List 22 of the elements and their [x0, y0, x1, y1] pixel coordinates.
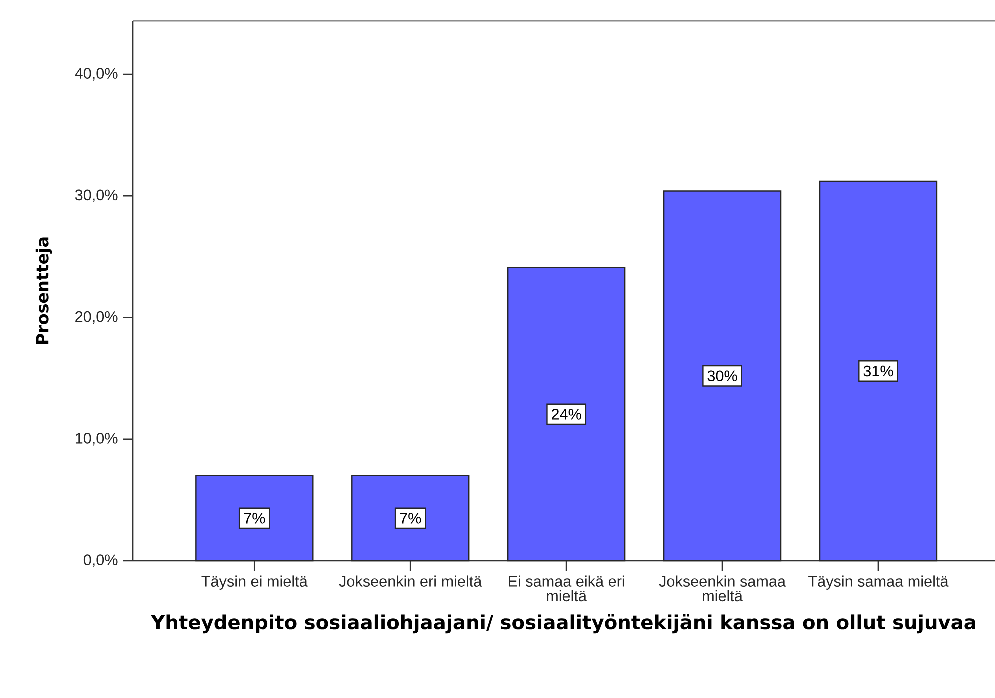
x-tick-label: Jokseenkin samaa mieltä [659, 576, 786, 602]
data-label: 7% [400, 513, 422, 524]
x-tick-label: Täysin samaa mieltä [808, 576, 949, 590]
y-axis-title: Prosentteja [36, 238, 52, 344]
y-tick-label: 10,0% [76, 433, 118, 446]
x-tick-label: Täysin ei mieltä [202, 576, 308, 590]
y-tick-label: 40,0% [75, 68, 118, 81]
bar [819, 180, 938, 562]
y-tick-label: 20,0% [76, 311, 118, 324]
data-label: 31% [864, 366, 894, 377]
x-tick-label: Jokseenkin eri mieltä [339, 576, 482, 587]
bar [507, 267, 626, 562]
x-axis-title: Yhteydenpito sosiaaliohjaajani/ sosiaalityöntekijäni kanssa on ollut sujuvaa [150, 614, 976, 634]
bar [352, 475, 470, 562]
y-tick-label: 30,0% [75, 190, 118, 202]
bar [663, 190, 782, 562]
data-label: 30% [708, 370, 738, 382]
y-tick-label: 0,0% [84, 554, 118, 568]
x-tick-label: Ei samaa eikä eri mieltä [509, 576, 624, 602]
data-label: 7% [244, 513, 266, 524]
data-label: 24% [552, 409, 582, 420]
bar [196, 475, 314, 562]
